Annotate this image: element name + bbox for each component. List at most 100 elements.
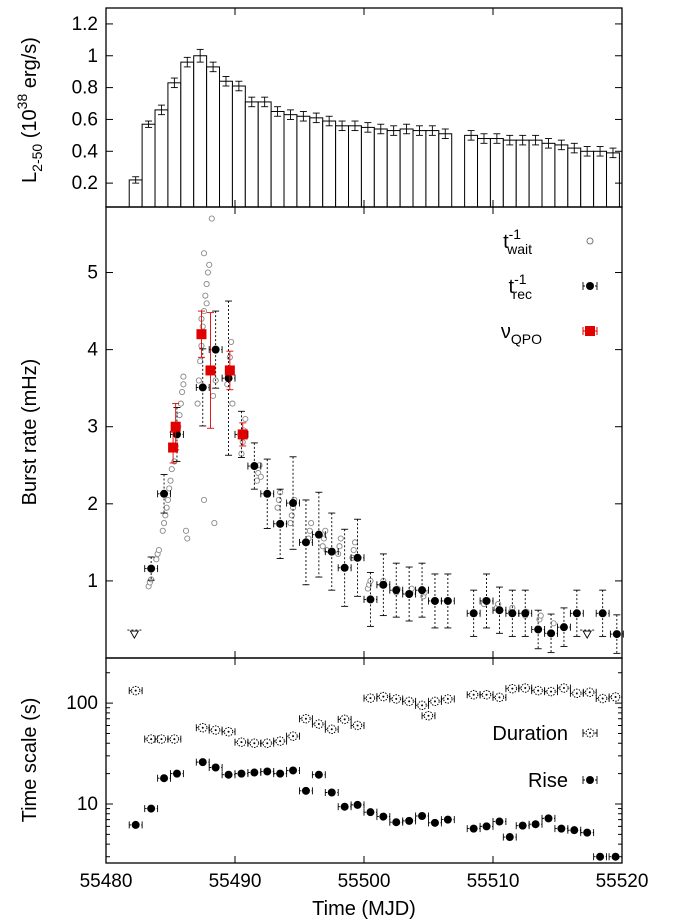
duration-marker-dot [485,693,488,696]
t-rec-point [376,553,391,617]
duration-marker-dot [562,687,565,690]
duration-point [595,693,610,704]
t-wait-point [162,512,169,519]
t-wait-point [168,466,175,473]
luminosity-bar [193,55,208,208]
rise-point [195,758,210,767]
luminosity-y-ticks: 0.2 0.4 0.6 0.8 1 1.2 [72,14,622,194]
rise-error-bar [286,766,300,774]
rise-error-bar [144,805,159,813]
t-wait-point [274,504,281,511]
rise-point [247,768,262,777]
duration-point [531,685,546,696]
duration-marker-dot [214,729,217,732]
duration-point [221,727,236,737]
duration-marker-dot [330,728,333,731]
time-x-ticks: 55480 55490 55500 55510 55520 [80,8,648,892]
duration-error-bar [324,725,339,733]
rise-marker [263,767,272,776]
luminosity-bar [567,147,582,208]
burst-rate-legend: t-1 wait t-1 rec νQPO [501,226,598,347]
t-rec-marker [469,609,478,618]
t-wait-point [155,547,162,554]
t-rec-error-bar [609,614,624,654]
t-rec-marker [224,374,233,383]
duration-marker-dot [408,700,411,703]
duration-point [582,687,597,697]
t-wait-point [203,281,210,288]
luminosity-error-bar [157,104,165,116]
duration-point [557,683,571,693]
t-rec-marker [263,489,272,498]
qpo-marker [224,365,235,376]
time-scale-y-ticks: 10 100 [66,672,622,858]
duration-point [324,724,339,734]
duration-point [402,696,417,707]
luminosity-error-bar [609,147,617,159]
duration-point [247,738,262,748]
rise-marker [418,812,427,821]
duration-marker-dot [369,697,372,700]
t-rec-point [324,512,339,591]
burst-rate-y-tick-label: 5 [87,263,98,284]
luminosity-error-bar [235,80,243,92]
t-rec-point [466,589,481,637]
rise-point [389,818,404,827]
rise-point [541,814,556,823]
luminosity-bar [270,110,285,208]
t-rec-marker [392,586,401,595]
rise-marker [430,818,439,827]
t-rec-error-bar [415,562,429,618]
rise-marker [482,822,491,831]
rise-point [502,833,517,842]
duration-point [311,719,326,729]
rise-marker [147,804,156,813]
luminosity-error-bar [248,96,256,108]
burst-rate-y-axis-label: Burst rate (mHz) [19,359,41,506]
t-rec-point [247,442,262,490]
duration-marker-dot [150,738,153,741]
luminosity-bar [554,144,569,208]
t-rec-point [363,571,378,627]
rise-marker [392,818,401,827]
legend-duration-marker [582,728,598,738]
duration-point [273,736,288,746]
t-rec-marker [534,625,543,634]
luminosity-bar [593,150,608,208]
luminosity-y-axis-label: L2-50 (1038 erg/s) [14,37,45,183]
t-wait-point [306,527,313,534]
legend-rise-label: Rise [528,770,568,792]
t-rec-error-bar [324,512,339,591]
t-rec-point [479,573,494,629]
duration-point [466,690,481,700]
duration-point [208,725,223,735]
duration-marker-dot [266,742,269,745]
luminosity-error-bar [544,138,552,149]
luminosity-bar [283,114,298,208]
t-rec-error-bar [569,589,584,637]
legend-duration-label: Duration [492,723,568,745]
qpo-marker [170,421,181,432]
t-rec-point [569,589,584,637]
x-tick-label: 55490 [209,871,262,892]
rise-marker [160,774,169,783]
rise-error-bar [208,763,223,771]
rise-point [208,763,223,772]
t-rec-marker [430,596,439,605]
t-rec-error-bar [544,613,558,654]
luminosity-error-bar [261,96,269,108]
rise-marker [131,820,140,829]
rise-marker [611,852,620,861]
qpo-point [224,350,235,391]
luminosity-bar [231,85,246,208]
legend-qpo-label: νQPO [501,321,542,347]
t-rec-point [531,609,546,650]
t-rec-marker [198,383,207,392]
duration-error-bar [350,721,365,729]
duration-marker-dot [421,704,424,707]
rise-marker [583,828,592,837]
upper-limit-point [127,629,142,640]
luminosity-error-bar [403,123,411,135]
rise-point [528,820,543,829]
